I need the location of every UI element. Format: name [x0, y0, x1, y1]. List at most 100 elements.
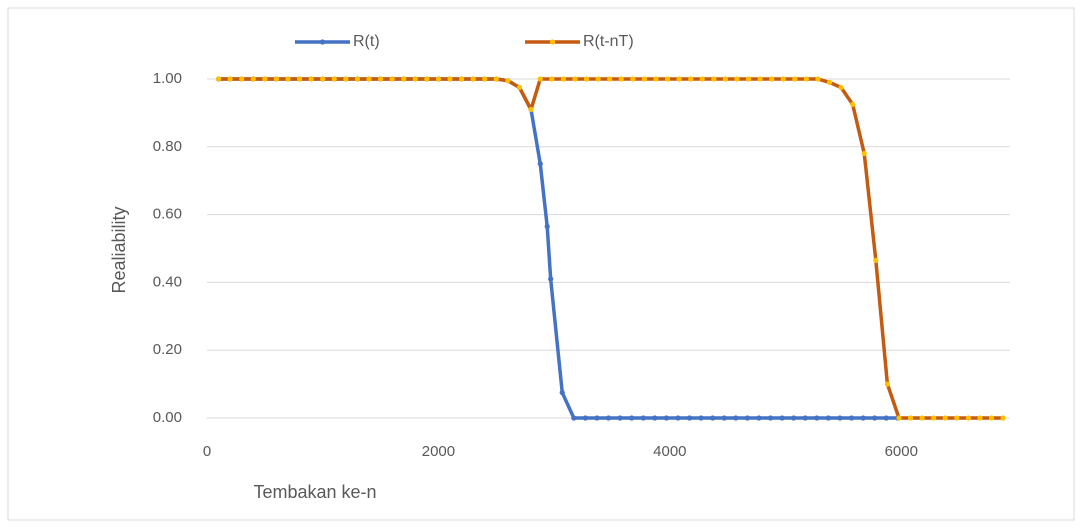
point — [653, 76, 659, 82]
point — [560, 76, 567, 82]
point — [663, 415, 669, 421]
y-tick-label: 0.40 — [153, 273, 182, 290]
point — [617, 415, 623, 421]
y-tick-label: 0.20 — [153, 341, 182, 358]
point — [744, 415, 750, 421]
y-tick-label: 0.80 — [153, 138, 182, 155]
point — [435, 76, 442, 82]
legend-marker — [549, 39, 556, 45]
point — [802, 415, 808, 421]
point — [447, 76, 453, 82]
point — [931, 415, 937, 421]
point — [227, 76, 233, 82]
point — [686, 415, 693, 421]
point — [977, 415, 983, 421]
legend-marker — [319, 39, 326, 45]
point — [354, 76, 361, 82]
point — [239, 76, 245, 82]
point — [549, 76, 555, 82]
point — [605, 415, 612, 421]
point — [919, 415, 925, 421]
point — [815, 76, 821, 82]
point — [699, 76, 705, 82]
y-axis-label: Realiability — [109, 206, 129, 293]
point — [756, 415, 762, 421]
point — [618, 76, 624, 82]
point — [537, 76, 543, 82]
point — [837, 415, 843, 421]
point — [826, 79, 833, 85]
point — [734, 76, 740, 82]
point — [780, 76, 786, 82]
point — [641, 76, 648, 82]
point — [745, 76, 752, 82]
chart-border — [7, 7, 1075, 521]
point — [698, 415, 704, 421]
point — [296, 76, 303, 82]
point — [676, 76, 682, 82]
point — [757, 76, 763, 82]
point — [401, 76, 407, 82]
point — [652, 415, 658, 421]
point — [571, 415, 577, 421]
point — [675, 415, 681, 421]
point — [988, 415, 995, 421]
point — [711, 76, 717, 82]
point — [548, 276, 554, 282]
x-tick-label: 0 — [203, 443, 211, 460]
point — [688, 76, 694, 82]
point — [516, 84, 523, 91]
point — [493, 76, 499, 82]
point — [954, 415, 960, 421]
point — [814, 415, 820, 421]
y-tick-label: 1.00 — [153, 70, 182, 87]
point — [607, 76, 613, 82]
point — [664, 76, 671, 82]
point — [308, 76, 314, 82]
point — [331, 76, 337, 82]
point — [825, 415, 831, 421]
point — [285, 76, 291, 82]
point — [366, 76, 372, 82]
point — [896, 415, 902, 421]
point — [583, 76, 590, 82]
point — [412, 76, 418, 82]
point — [767, 415, 774, 421]
point — [389, 76, 395, 82]
point — [424, 76, 430, 82]
point — [595, 76, 601, 82]
x-tick-label: 6000 — [885, 443, 918, 460]
point — [861, 150, 867, 157]
x-tick-label: 2000 — [422, 443, 455, 460]
x-tick-label: 4000 — [653, 443, 686, 460]
point — [320, 76, 326, 82]
point — [377, 76, 384, 82]
point — [792, 76, 798, 82]
point — [873, 257, 879, 263]
point — [907, 415, 914, 421]
point — [884, 381, 891, 387]
point — [803, 76, 810, 82]
point — [572, 76, 578, 82]
point — [559, 389, 565, 396]
point — [872, 415, 878, 421]
point — [883, 415, 889, 421]
legend-label: R(t-nT) — [583, 33, 634, 50]
point — [791, 415, 797, 421]
point — [537, 161, 543, 167]
point — [630, 76, 636, 82]
point — [850, 101, 856, 108]
point — [262, 76, 268, 82]
point — [528, 106, 534, 113]
y-tick-label: 0.60 — [153, 206, 182, 223]
point — [343, 76, 349, 82]
point — [640, 415, 646, 421]
point — [505, 78, 511, 84]
point — [544, 223, 550, 230]
point — [250, 76, 256, 82]
point — [594, 415, 600, 421]
point — [838, 84, 844, 91]
legend-label: R(t) — [353, 33, 380, 50]
point — [848, 415, 855, 421]
